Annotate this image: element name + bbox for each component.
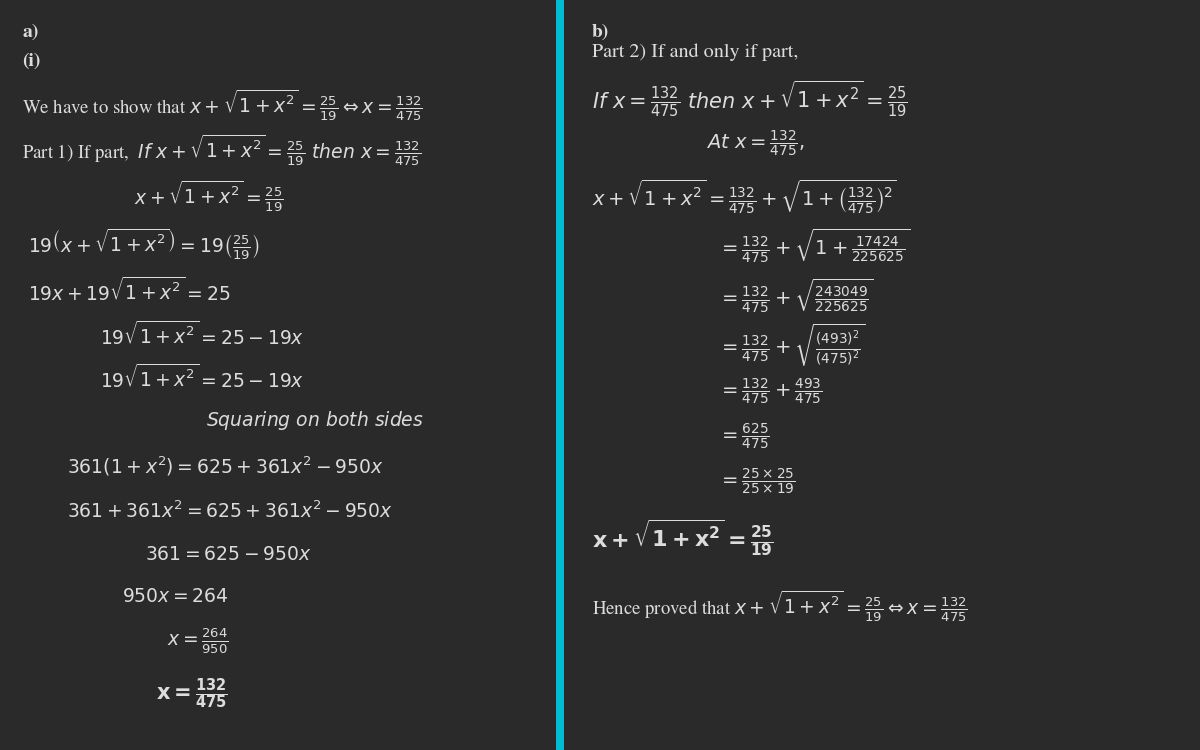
- Text: $\mathit{At}\ x = \frac{132}{475},$: $\mathit{At}\ x = \frac{132}{475},$: [706, 129, 804, 159]
- Text: $\mathbf{x = \frac{132}{475}}$: $\mathbf{x = \frac{132}{475}}$: [156, 676, 228, 711]
- Text: $= \frac{132}{475} + \frac{493}{475}$: $= \frac{132}{475} + \frac{493}{475}$: [719, 376, 823, 406]
- Text: $19\sqrt{1+x^2} = 25 - 19x$: $19\sqrt{1+x^2} = 25 - 19x$: [101, 320, 305, 349]
- Text: $\mathbf{x + \sqrt{1+x^2} = \frac{25}{19}}$: $\mathbf{x + \sqrt{1+x^2} = \frac{25}{19…: [592, 518, 774, 558]
- Text: $= \frac{132}{475} + \sqrt{1 + \frac{17424}{225625}}$: $= \frac{132}{475} + \sqrt{1 + \frac{174…: [719, 227, 911, 265]
- Text: $361 = 625 - 950x$: $361 = 625 - 950x$: [145, 546, 312, 564]
- Text: $= \frac{25 \times 25}{25 \times 19}$: $= \frac{25 \times 25}{25 \times 19}$: [719, 466, 796, 496]
- Text: $x + \sqrt{1+x^2} = \frac{25}{19}$: $x + \sqrt{1+x^2} = \frac{25}{19}$: [133, 178, 283, 214]
- Text: $19\left(x + \sqrt{1+x^2}\right) = 19\left(\frac{25}{19}\right)$: $19\left(x + \sqrt{1+x^2}\right) = 19\le…: [28, 226, 259, 262]
- Text: $19x + 19\sqrt{1+x^2} = 25$: $19x + 19\sqrt{1+x^2} = 25$: [28, 277, 230, 305]
- Text: $\mathit{Squaring\ on\ both\ sides}$: $\mathit{Squaring\ on\ both\ sides}$: [206, 409, 424, 431]
- Text: Part 1) If part,  $\mathit{If}\ x + \sqrt{1+x^2} = \frac{25}{19}\ \mathit{then}\: Part 1) If part, $\mathit{If}\ x + \sqrt…: [23, 132, 421, 168]
- Text: $= \frac{132}{475} + \sqrt{\frac{\left(493\right)^2}{\left(475\right)^2}}$: $= \frac{132}{475} + \sqrt{\frac{\left(4…: [719, 322, 866, 368]
- Text: b): b): [592, 24, 608, 41]
- Text: $\mathit{If}\ x = \frac{132}{475}\ \mathit{then}\ x + \sqrt{1+x^2} = \frac{25}{1: $\mathit{If}\ x = \frac{132}{475}\ \math…: [592, 79, 907, 119]
- Text: $19\sqrt{1+x^2} = 25 - 19x$: $19\sqrt{1+x^2} = 25 - 19x$: [101, 364, 305, 392]
- Text: $= \frac{625}{475}$: $= \frac{625}{475}$: [719, 422, 770, 452]
- Text: $361 + 361x^2 = 625 + 361x^2 - 950x$: $361 + 361x^2 = 625 + 361x^2 - 950x$: [67, 501, 392, 522]
- Text: a): a): [23, 24, 38, 41]
- Text: Hence proved that $x + \sqrt{1+x^2} = \frac{25}{19} \Leftrightarrow x = \frac{13: Hence proved that $x + \sqrt{1+x^2} = \f…: [592, 588, 967, 624]
- Text: $x + \sqrt{1+x^2} = \frac{132}{475} + \sqrt{1 + \left(\frac{132}{475}\right)^{\!: $x + \sqrt{1+x^2} = \frac{132}{475} + \s…: [592, 177, 896, 216]
- Text: We have to show that $x + \sqrt{1+x^2} = \frac{25}{19} \Leftrightarrow x = \frac: We have to show that $x + \sqrt{1+x^2} =…: [23, 87, 424, 123]
- Text: $361\left(1+x^2\right) = 625 + 361x^2 - 950x$: $361\left(1+x^2\right) = 625 + 361x^2 - …: [67, 454, 384, 478]
- Text: Part 2) If and only if part,: Part 2) If and only if part,: [592, 44, 798, 62]
- Text: $= \frac{132}{475} + \sqrt{\frac{243049}{225625}}$: $= \frac{132}{475} + \sqrt{\frac{243049}…: [719, 277, 875, 314]
- Text: $x = \frac{264}{950}$: $x = \frac{264}{950}$: [167, 626, 229, 656]
- Text: (i): (i): [23, 53, 41, 70]
- Text: $950x = 264$: $950x = 264$: [122, 588, 229, 606]
